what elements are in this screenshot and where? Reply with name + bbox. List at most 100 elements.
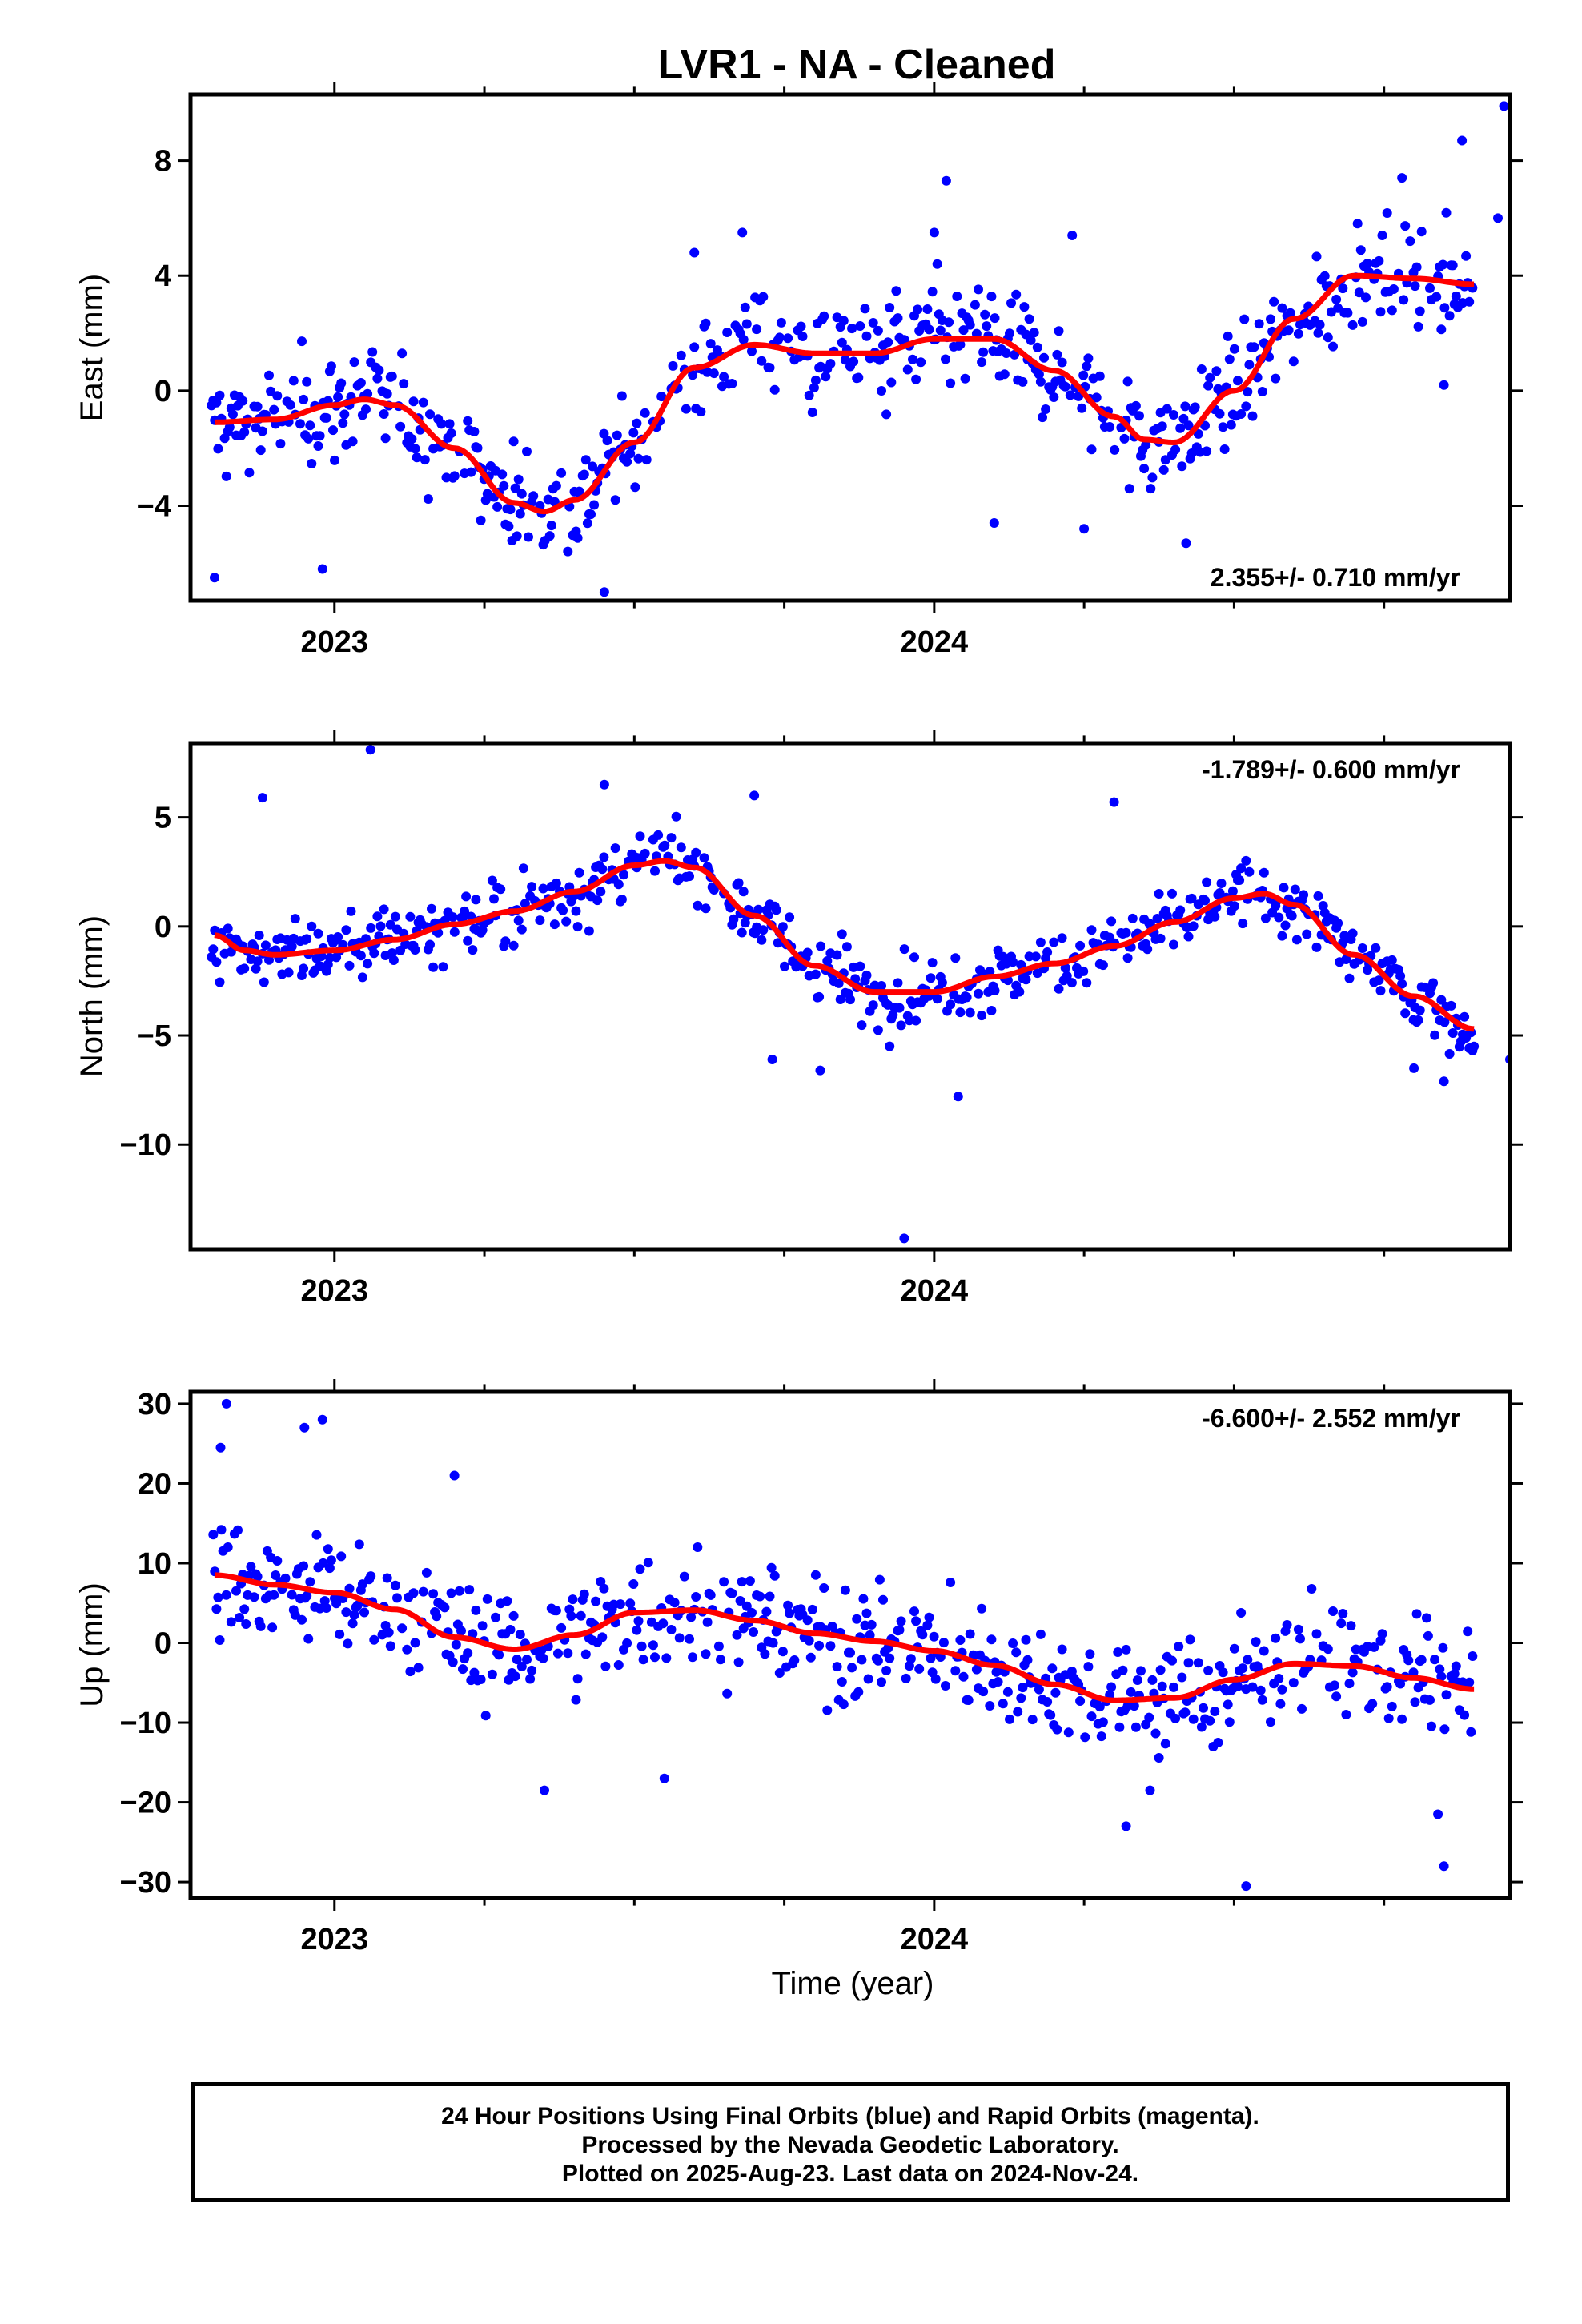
up-data-point (1282, 1620, 1292, 1630)
north-data-point (1290, 884, 1300, 895)
up-data-point (1464, 1677, 1475, 1687)
footer-box: 24 Hour Positions Using Final Orbits (bl… (191, 2082, 1510, 2202)
north-data-point (965, 1007, 975, 1018)
north-data-point (814, 991, 825, 1002)
east-data-point (727, 379, 737, 388)
north-data-point (1447, 1028, 1458, 1038)
up-data-point (1338, 1609, 1348, 1618)
east-data-point (349, 357, 359, 368)
east-data-point (1416, 227, 1427, 237)
up-data-point (1145, 1785, 1155, 1795)
east-data-point (423, 494, 433, 504)
east-data-point (1049, 392, 1059, 402)
north-data-point (333, 932, 343, 942)
up-data-point (866, 1619, 877, 1630)
east-data-point (1266, 314, 1275, 324)
up-data-point (958, 1671, 969, 1682)
east-data-point (978, 347, 989, 357)
north-data-point (974, 988, 983, 999)
north-data-point (428, 962, 439, 972)
north-data-point (1075, 940, 1086, 951)
east-data-point (1060, 381, 1070, 392)
up-data-point (287, 1590, 297, 1600)
east-data-point (1313, 328, 1323, 338)
east-data-point (313, 441, 323, 451)
east-data-point (1283, 325, 1294, 336)
east-data-point (1436, 324, 1447, 335)
north-data-point (508, 940, 519, 951)
east-data-point (1223, 331, 1233, 341)
east-data-point (469, 427, 480, 436)
up-data-point (1328, 1606, 1338, 1616)
east-data-point (873, 325, 883, 336)
east-data-point (1451, 291, 1461, 301)
east-data-point (1018, 376, 1028, 387)
north-data-point (855, 961, 865, 971)
east-data-point (1146, 484, 1156, 494)
east-data-point (330, 455, 339, 465)
east-y-tick-label: −4 (137, 490, 171, 524)
east-data-point (315, 431, 325, 441)
east-data-point (546, 521, 556, 531)
east-data-point (589, 500, 600, 510)
up-data-point (1259, 1646, 1269, 1656)
north-data-point (211, 957, 222, 967)
east-data-point (916, 357, 926, 368)
east-y-tick-label: 8 (155, 145, 171, 179)
east-data-point (999, 369, 1010, 380)
up-data-point (733, 1657, 744, 1667)
up-data-point (1433, 1809, 1443, 1819)
north-data-point (448, 912, 458, 923)
north-data-point (1371, 943, 1381, 953)
east-data-point (610, 495, 620, 505)
up-data-point (1439, 1724, 1450, 1735)
east-data-point (740, 302, 750, 312)
north-data-point (460, 906, 470, 916)
up-x-tick-label: 2023 (301, 1923, 369, 1956)
north-data-point (1302, 929, 1312, 939)
east-data-point (339, 409, 350, 420)
east-rate-label: 2.355+/- 0.710 mm/yr (1211, 563, 1460, 592)
up-data-point (446, 1588, 456, 1598)
north-data-point (1078, 966, 1089, 976)
north-data-point (758, 925, 769, 935)
up-data-point (302, 1591, 312, 1601)
north-data-point (596, 887, 606, 897)
up-data-point (1013, 1707, 1023, 1717)
east-data-point (288, 376, 299, 386)
east-data-point (505, 505, 516, 515)
up-data-point (1027, 1715, 1038, 1725)
north-data-point (260, 940, 271, 951)
up-data-point (885, 1653, 895, 1663)
north-data-point (290, 914, 300, 924)
east-data-point (299, 394, 309, 404)
up-data-point (487, 1669, 497, 1679)
up-data-point (1114, 1722, 1125, 1732)
up-data-point (494, 1650, 504, 1660)
up-data-point (635, 1564, 645, 1574)
north-data-point (877, 981, 886, 991)
up-data-point (563, 1648, 573, 1659)
up-data-point (1129, 1701, 1139, 1711)
up-data-point (580, 1649, 591, 1659)
north-data-point (1413, 1015, 1423, 1025)
up-data-point (819, 1583, 829, 1593)
north-data-point (1415, 1005, 1425, 1015)
north-data-point (375, 921, 386, 931)
up-data-point (366, 1571, 376, 1582)
up-data-point (1430, 1655, 1440, 1665)
north-data-point (355, 951, 366, 961)
east-data-point (676, 350, 686, 360)
east-data-point (941, 175, 951, 186)
up-data-point (765, 1591, 775, 1602)
east-data-point (1054, 326, 1064, 336)
east-data-point (1005, 328, 1014, 339)
up-data-point (881, 1666, 892, 1675)
east-data-point (499, 480, 509, 491)
east-data-point (941, 354, 950, 364)
up-data-point (1086, 1711, 1097, 1722)
north-data-point (709, 885, 719, 895)
east-data-point (1110, 444, 1120, 455)
north-data-point (568, 892, 578, 903)
east-data-point (696, 407, 706, 417)
